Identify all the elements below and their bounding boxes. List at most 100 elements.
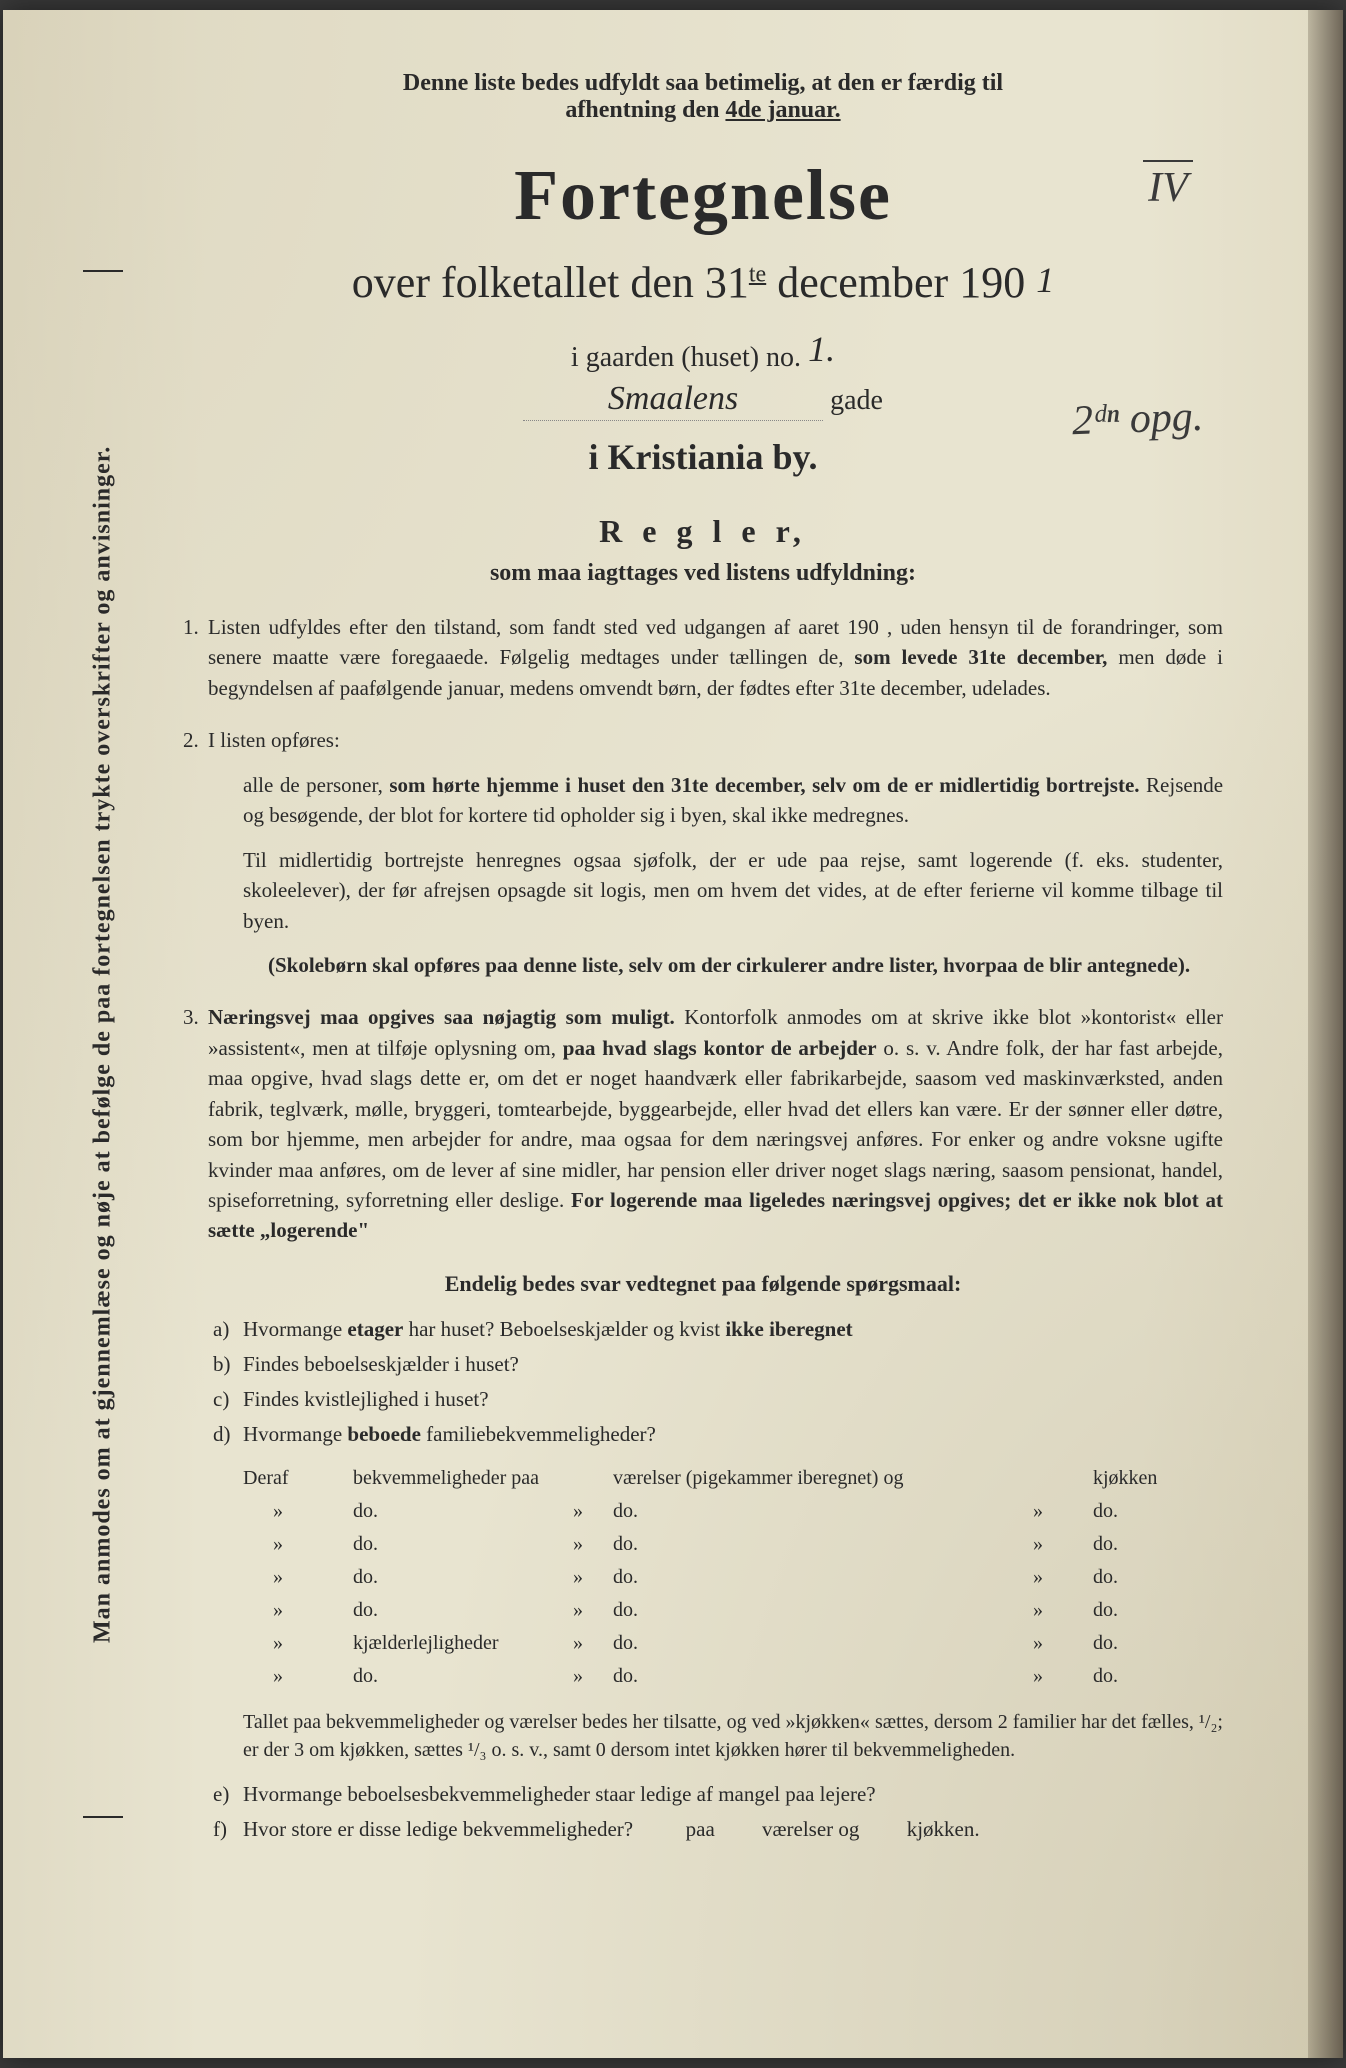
tr-col3: do. [613,1533,943,1556]
instruction-line2-prefix: afhentning den [565,97,725,123]
qf-sfx1: paa [686,1817,715,1841]
main-title: Fortegnelse [183,154,1223,237]
tr-col5: do. [1093,1566,1223,1589]
tr-col3: do. [613,1599,943,1622]
tr-col1: » [243,1632,353,1655]
table-row: »do.»do.»do. [243,1566,1223,1589]
rule-3-bold1: Næringsvej maa opgives saa nøjagtig som … [208,1005,675,1029]
tr-col4: » [943,1599,1093,1622]
rule-1-num: 1. [183,612,199,642]
rule-2-p1-a: alle de personer, [243,773,389,797]
tr-col1: » [243,1533,353,1556]
question-c: c) Findes kvistlejlighed i huset? [183,1387,1223,1412]
qa-p2: har huset? Beboelseskjælder og kvist [403,1317,725,1341]
rule-2-para2: Til midlertidig bortrejste henregnes ogs… [208,845,1223,936]
year-handwritten: 1 [1036,259,1054,301]
qf-text: Hvor store er disse ledige bekvemmelighe… [243,1817,633,1841]
street-name-handwritten: Smaalens [523,380,823,421]
qa-bold1: etager [347,1317,403,1341]
tr-col2: do.» [353,1599,613,1622]
rule-2-para1: alle de personer, som hørte hjemme i hus… [208,770,1223,831]
tr-col5: do. [1093,1533,1223,1556]
rule-1-bold: som levede 31te december, [854,645,1107,669]
tr-col2: do.» [353,1665,613,1688]
qd-letter: d) [213,1422,231,1447]
question-d: d) Hvormange beboede familiebekvemmeligh… [183,1422,1223,1447]
rules-header: R e g l e r, [183,513,1223,550]
rule-2-para3: (Skolebørn skal opføres paa denne liste,… [208,950,1223,980]
document-page: Man anmodes om at gjennemlæse og nøje at… [3,10,1343,2058]
tr-col5: do. [1093,1632,1223,1655]
instruction-date: 4de januar. [725,97,840,123]
tr-col1: » [243,1500,353,1523]
questions-header: Endelig bedes svar vedtegnet paa følgend… [183,1271,1223,1297]
th-col4 [943,1467,1093,1490]
footer-note: Tallet paa bekvemmeligheder og værelser … [183,1708,1223,1764]
rule-3: 3. Næringsvej maa opgives saa nøjagtig s… [183,1002,1223,1246]
subtitle-prefix: over folketallet den 31 [352,258,749,307]
city-line: i Kristiania by. [183,436,1223,478]
question-b: b) Findes beboelseskjælder i huset? [183,1352,1223,1377]
dwelling-table: Deraf bekvemmeligheder paa værelser (pig… [243,1467,1223,1688]
rule-2: 2. I listen opføres: alle de personer, s… [183,725,1223,980]
table-row: »do.»do.»do. [243,1500,1223,1523]
tr-col1: » [243,1599,353,1622]
qf-sfx3: kjøkken. [907,1817,980,1841]
rule-2-intro: I listen opføres: [208,728,340,752]
qd-p1: Hvormange [243,1422,347,1446]
vertical-instruction: Man anmodes om at gjennemlæse og nøje at… [83,270,123,1818]
th-col3: værelser (pigekammer iberegnet) og [613,1467,943,1490]
th-col2: bekvemmeligheder paa [353,1467,613,1490]
question-f: f) Hvor store er disse ledige bekvemmeli… [183,1817,1223,1842]
qa-bold2: ikke iberegnet [725,1317,852,1341]
table-header: Deraf bekvemmeligheder paa værelser (pig… [243,1467,1223,1490]
subtitle: over folketallet den 31te december 190 1 [183,257,1223,308]
tr-col4: » [943,1665,1093,1688]
question-a: a) Hvormange etager har huset? Beboelses… [183,1317,1223,1342]
th-col5: kjøkken [1093,1467,1223,1490]
tr-col5: do. [1093,1599,1223,1622]
rule-2-num: 2. [183,725,199,755]
tr-col1: » [243,1566,353,1589]
tr-col5: do. [1093,1665,1223,1688]
th-col1: Deraf [243,1467,353,1490]
rule-3-t2: o. s. v. Andre folk, der har fast arbejd… [208,1036,1223,1212]
question-e: e) Hvormange beboelsesbekvemmeligheder s… [183,1782,1223,1807]
tr-col2: kjælderlejligheder» [353,1632,613,1655]
table-row: »do.»do.»do. [243,1533,1223,1556]
qc-text: Findes kvistlejlighed i huset? [243,1387,489,1411]
content-area: Denne liste bedes udfyldt saa betimelig,… [3,10,1343,1892]
house-number-handwritten: 1. [808,328,835,370]
tr-col5: do. [1093,1500,1223,1523]
page-mark-handwritten: IV [1143,160,1193,212]
qd-bold: beboede [347,1422,421,1446]
qc-letter: c) [213,1387,229,1412]
rule-3-bold2: paa hvad slags kontor de arbejder [563,1036,877,1060]
qa-letter: a) [213,1317,229,1342]
table-row: »do.»do.»do. [243,1599,1223,1622]
binding-edge [1308,10,1343,2058]
instruction-line1: Denne liste bedes udfyldt saa betimelig,… [403,70,1003,96]
tr-col1: » [243,1665,353,1688]
house-number-row: i gaarden (huset) no. 1. [183,333,1223,375]
top-instruction: Denne liste bedes udfyldt saa betimelig,… [183,70,1223,124]
street-suffix: gade [830,385,883,416]
street-row: Smaalens gade [183,380,1223,421]
subtitle-sup: te [749,261,766,287]
table-row: »kjælderlejligheder»do.»do. [243,1632,1223,1655]
rule-2-p1-bold: som hørte hjemme i huset den 31te decemb… [389,773,1139,797]
table-body: »do.»do.»do.»do.»do.»do.»do.»do.»do.»do.… [243,1500,1223,1688]
rule-3-num: 3. [183,1002,199,1032]
house-label: i gaarden (huset) no. [571,342,801,373]
rule-1: 1. Listen udfyldes efter den tilstand, s… [183,612,1223,703]
tr-col3: do. [613,1566,943,1589]
table-row: »do.»do.»do. [243,1665,1223,1688]
qf-sfx2: værelser og [762,1817,859,1841]
qe-text: Hvormange beboelsesbekvemmeligheder staa… [243,1782,876,1806]
tr-col4: » [943,1533,1093,1556]
subtitle-suffix: december 190 [766,258,1025,307]
qd-p2: familiebekvemmeligheder? [421,1422,656,1446]
qe-letter: e) [213,1782,229,1807]
tr-col3: do. [613,1665,943,1688]
qb-text: Findes beboelseskjælder i huset? [243,1352,519,1376]
